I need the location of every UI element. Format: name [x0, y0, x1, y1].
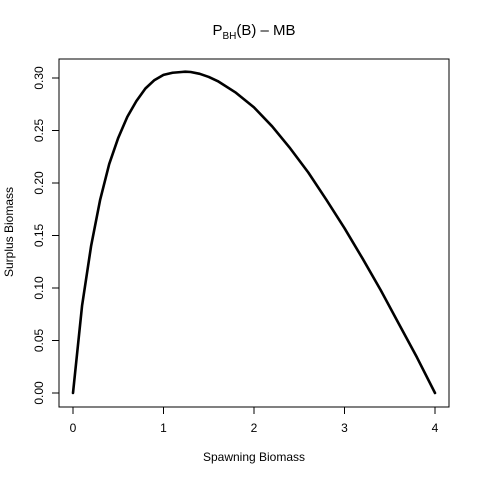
y-tick-label: 0.00 — [32, 381, 46, 405]
y-tick-label: 0.30 — [32, 66, 46, 90]
y-tick-label: 0.15 — [32, 223, 46, 247]
chart-title-subscript: BH — [222, 31, 236, 42]
x-axis-label: Spawning Biomass — [203, 450, 305, 464]
x-tick-label: 2 — [251, 421, 258, 435]
y-axis-label: Surplus Biomass — [2, 187, 16, 277]
x-tick-label: 1 — [160, 421, 167, 435]
y-tick-label: 0.05 — [32, 328, 46, 352]
y-tick-label: 0.20 — [32, 171, 46, 195]
chart-title-suffix: (B) – MB — [236, 22, 295, 39]
y-axis: 0.00 0.05 0.10 0.15 0.20 0.25 0.30 — [32, 66, 59, 405]
y-tick-label: 0.10 — [32, 276, 46, 300]
x-tick-label: 4 — [432, 421, 439, 435]
chart-title-prefix: P — [212, 22, 222, 39]
x-axis: 0 1 2 3 4 — [70, 407, 439, 435]
plot-frame — [58, 58, 450, 408]
series-line — [71, 70, 437, 395]
chart-title: PBH(B) – MB — [212, 22, 295, 42]
x-tick-label: 0 — [70, 421, 77, 435]
x-tick-label: 3 — [341, 421, 348, 435]
y-tick-label: 0.25 — [32, 118, 46, 142]
